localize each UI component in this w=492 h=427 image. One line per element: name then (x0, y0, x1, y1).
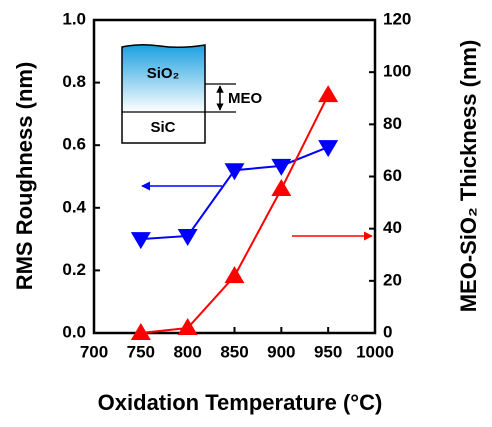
interface-label: MEO (228, 90, 263, 107)
layer-label: SiO₂ (147, 65, 180, 82)
y2-axis-title: MEO-SiO₂ Thickness (nm) (456, 40, 481, 313)
data-point (131, 232, 151, 249)
y2-tick-label: 80 (383, 114, 402, 133)
data-point (178, 229, 198, 246)
data-point (318, 85, 338, 102)
data-point (225, 266, 245, 283)
x-tick-label: 750 (127, 342, 155, 361)
y-tick-label: 0.0 (62, 322, 86, 341)
x-tick-label: 900 (267, 342, 295, 361)
inset-diagram: SiO₂ SiC MEO (122, 45, 263, 143)
data-point (225, 163, 245, 180)
y2-tick-label: 40 (383, 218, 402, 237)
chart: Oxidation Temperature (°C) RMS Roughness… (0, 0, 492, 422)
y-tick-label: 0.6 (62, 135, 86, 154)
data-point (318, 140, 338, 157)
x-tick-label: 1000 (356, 342, 394, 361)
y2-tick-label: 100 (383, 62, 411, 81)
series-line (141, 147, 328, 239)
x-axis-title: Oxidation Temperature (°C) (98, 390, 383, 415)
x-tick-label: 700 (80, 342, 108, 361)
data-point (271, 179, 291, 196)
y2-tick-label: 60 (383, 166, 402, 185)
x-tick-label: 850 (220, 342, 248, 361)
y-axis-title: RMS Roughness (nm) (12, 62, 37, 291)
x-tick-label: 950 (314, 342, 342, 361)
y2-tick-label: 20 (383, 270, 402, 289)
y-tick-label: 1.0 (62, 9, 86, 28)
y-tick-label: 0.2 (62, 260, 86, 279)
x-tick-label: 800 (173, 342, 201, 361)
y2-tick-label: 120 (383, 9, 411, 28)
y2-tick-label: 0 (383, 322, 392, 341)
layer-label: SiC (150, 119, 175, 136)
y-tick-label: 0.4 (62, 197, 86, 216)
y-tick-label: 0.8 (62, 72, 86, 91)
